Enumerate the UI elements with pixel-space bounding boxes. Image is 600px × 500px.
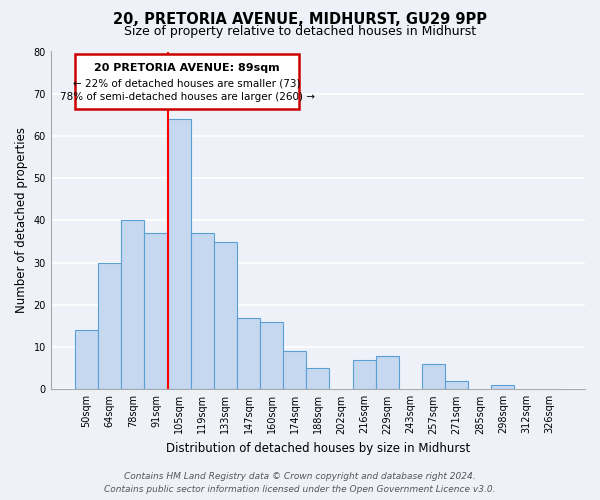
Bar [214,242,237,390]
Text: 20 PRETORIA AVENUE: 89sqm: 20 PRETORIA AVENUE: 89sqm [94,63,280,73]
Bar [283,352,307,390]
Bar [191,233,214,390]
Bar [491,385,514,390]
Text: 78% of semi-detached houses are larger (260) →: 78% of semi-detached houses are larger (… [60,92,315,102]
Bar [75,330,98,390]
FancyBboxPatch shape [75,54,299,108]
Bar [445,381,468,390]
Text: Size of property relative to detached houses in Midhurst: Size of property relative to detached ho… [124,25,476,38]
Y-axis label: Number of detached properties: Number of detached properties [15,128,28,314]
Text: 20, PRETORIA AVENUE, MIDHURST, GU29 9PP: 20, PRETORIA AVENUE, MIDHURST, GU29 9PP [113,12,487,28]
Bar [422,364,445,390]
Bar [237,318,260,390]
Bar [376,356,399,390]
Bar [307,368,329,390]
Bar [145,233,167,390]
Bar [353,360,376,390]
Bar [98,262,121,390]
Bar [260,322,283,390]
Bar [167,119,191,390]
Text: Contains HM Land Registry data © Crown copyright and database right 2024.
Contai: Contains HM Land Registry data © Crown c… [104,472,496,494]
Text: ← 22% of detached houses are smaller (73): ← 22% of detached houses are smaller (73… [73,78,301,88]
Bar [121,220,145,390]
X-axis label: Distribution of detached houses by size in Midhurst: Distribution of detached houses by size … [166,442,470,455]
